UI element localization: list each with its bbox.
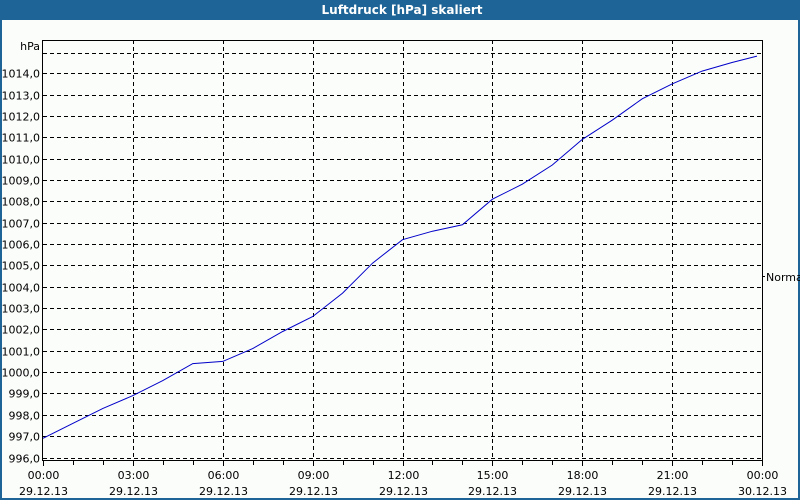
window-title: Luftdruck [hPa] skaliert [2, 0, 800, 20]
y-tick-label: 1003,0 [2, 303, 40, 316]
y-tick-label: 999,0 [9, 388, 41, 401]
data-line-normal [42, 55, 758, 439]
y-tick-label: 1010,0 [2, 154, 40, 167]
y-tick-label: 1005,0 [2, 260, 40, 273]
y-tick-label: 998,0 [9, 410, 41, 423]
y-tick-label: 1011,0 [2, 132, 40, 145]
y-axis-unit-label: hPa [20, 40, 40, 53]
x-tick-date: 29.12.13 [558, 485, 607, 498]
x-tick-time: 15:00 [477, 469, 509, 482]
y-tick-label: 996,0 [9, 453, 41, 466]
legend-label-normal: Normal [766, 271, 800, 284]
y-tick-label: 1004,0 [2, 282, 40, 295]
x-tick-date: 29.12.13 [648, 485, 697, 498]
x-tick-time: 03:00 [118, 469, 150, 482]
x-tick-date: 29.12.13 [379, 485, 428, 498]
y-tick-label: 1000,0 [2, 367, 40, 380]
x-tick-time: 00:00 [28, 469, 60, 482]
y-tick-label: 1008,0 [2, 196, 40, 209]
y-tick-label: 1006,0 [2, 239, 40, 252]
y-tick-label: 1014,0 [2, 68, 40, 81]
x-tick-date: 29.12.13 [199, 485, 248, 498]
y-tick-label: 1007,0 [2, 218, 40, 231]
x-tick-date: 29.12.13 [19, 485, 68, 498]
y-tick-label: 1013,0 [2, 90, 40, 103]
x-tick-time: 09:00 [298, 469, 330, 482]
x-tick-time: 12:00 [388, 469, 420, 482]
x-tick-date: 29.12.13 [468, 485, 517, 498]
x-tick-time: 00:00 [747, 469, 779, 482]
plot-frame [42, 40, 763, 461]
x-tick-date: 29.12.13 [289, 485, 338, 498]
y-tick-label: 1012,0 [2, 111, 40, 124]
y-tick-label: 1002,0 [2, 324, 40, 337]
y-tick-label: 997,0 [9, 431, 41, 444]
x-tick-time: 18:00 [567, 469, 599, 482]
y-tick-label: 1001,0 [2, 346, 40, 359]
x-tick-date: 29.12.13 [109, 485, 158, 498]
x-tick-time: 06:00 [208, 469, 240, 482]
x-tick-date: 30.12.13 [738, 485, 787, 498]
y-tick-label: 1009,0 [2, 175, 40, 188]
x-tick-time: 21:00 [657, 469, 689, 482]
